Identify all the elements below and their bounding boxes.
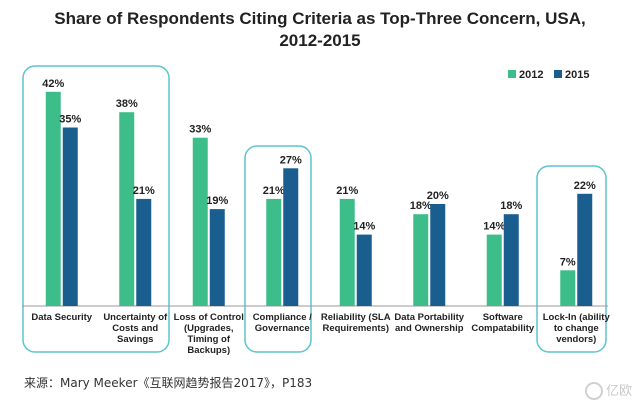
legend-label-2015: 2015 <box>565 69 589 81</box>
category-label-4-1: Requirements) <box>322 323 389 334</box>
category-label-2-3: Backups) <box>187 345 230 356</box>
data-label-2012-7: 7% <box>560 256 576 268</box>
category-label-1-1: Costs and <box>112 323 158 334</box>
category-label-7-0: Lock-In (ability <box>543 312 611 323</box>
data-label-2015-1: 21% <box>133 185 155 197</box>
data-label-2012-3: 21% <box>263 185 285 197</box>
category-label-5-1: and Ownership <box>395 323 464 334</box>
category-label-7-1: to change <box>554 323 599 334</box>
highlight-box-7 <box>536 165 607 353</box>
bar-2012-2 <box>192 137 208 306</box>
watermark-logo-icon <box>584 382 603 400</box>
category-label-4-0: Reliability (SLA <box>321 312 391 323</box>
watermark: 亿欧 <box>584 380 632 400</box>
category-label-2-1: (Upgrades, <box>184 323 234 334</box>
data-label-2015-2: 19% <box>206 195 228 207</box>
chart-title-line1: Share of Respondents Citing Criteria as … <box>54 9 586 28</box>
data-label-2012-1: 38% <box>116 98 138 110</box>
data-label-2015-5: 20% <box>427 190 449 202</box>
bar-2012-7 <box>560 270 576 306</box>
highlight-box-3 <box>244 145 312 353</box>
category-label-5-0: Data Portability <box>394 312 464 323</box>
bar-2012-4 <box>339 198 355 306</box>
bar-2012-3 <box>266 198 282 306</box>
bar-2015-6 <box>503 214 519 306</box>
category-label-7-2: vendors) <box>556 334 596 345</box>
source-note: 来源：Mary Meeker《互联网趋势报告2017》，P183 <box>24 376 313 390</box>
bar-2012-1 <box>119 112 135 306</box>
category-label-1-2: Savings <box>117 334 153 345</box>
category-label-2-2: Timing of <box>187 334 230 345</box>
category-label-3-1: Governance <box>255 323 310 334</box>
bar-2015-0 <box>62 127 78 306</box>
data-label-2015-7: 22% <box>574 180 596 192</box>
bar-2015-3 <box>283 168 299 306</box>
data-label-2012-5: 18% <box>410 200 432 212</box>
category-label-0-0: Data Security <box>31 312 92 323</box>
data-label-2012-0: 42% <box>42 78 64 90</box>
category-label-6-1: Compatability <box>471 323 535 334</box>
bar-2015-5 <box>430 204 446 306</box>
data-label-2015-4: 14% <box>353 221 375 233</box>
bar-2015-1 <box>136 198 152 306</box>
bar-2015-7 <box>577 193 593 306</box>
legend-label-2012: 2012 <box>519 69 543 81</box>
bar-2015-2 <box>209 209 225 306</box>
category-label-1-0: Uncertainty of <box>103 312 168 323</box>
category-label-2-0: Loss of Control <box>174 312 244 323</box>
legend-swatch-2015 <box>554 70 562 78</box>
bar-2012-0 <box>45 91 61 306</box>
bar-2015-4 <box>356 234 372 306</box>
category-label-3-0: Compliance / <box>253 312 312 323</box>
highlight-box-0 <box>22 65 170 353</box>
data-label-2015-6: 18% <box>500 200 522 212</box>
chart-title: Share of Respondents Citing Criteria as … <box>0 8 640 52</box>
data-label-2012-4: 21% <box>336 185 358 197</box>
watermark-text: 亿欧 <box>605 383 632 399</box>
bar-2012-6 <box>486 234 502 306</box>
data-label-2015-3: 27% <box>280 154 302 166</box>
category-label-6-0: Software <box>483 312 523 323</box>
chart-title-line2: 2012-2015 <box>279 31 361 50</box>
data-label-2015-0: 35% <box>59 114 81 126</box>
bar-2012-5 <box>413 214 429 306</box>
data-label-2012-6: 14% <box>483 221 505 233</box>
data-label-2012-2: 33% <box>189 124 211 136</box>
legend-swatch-2012 <box>508 70 516 78</box>
